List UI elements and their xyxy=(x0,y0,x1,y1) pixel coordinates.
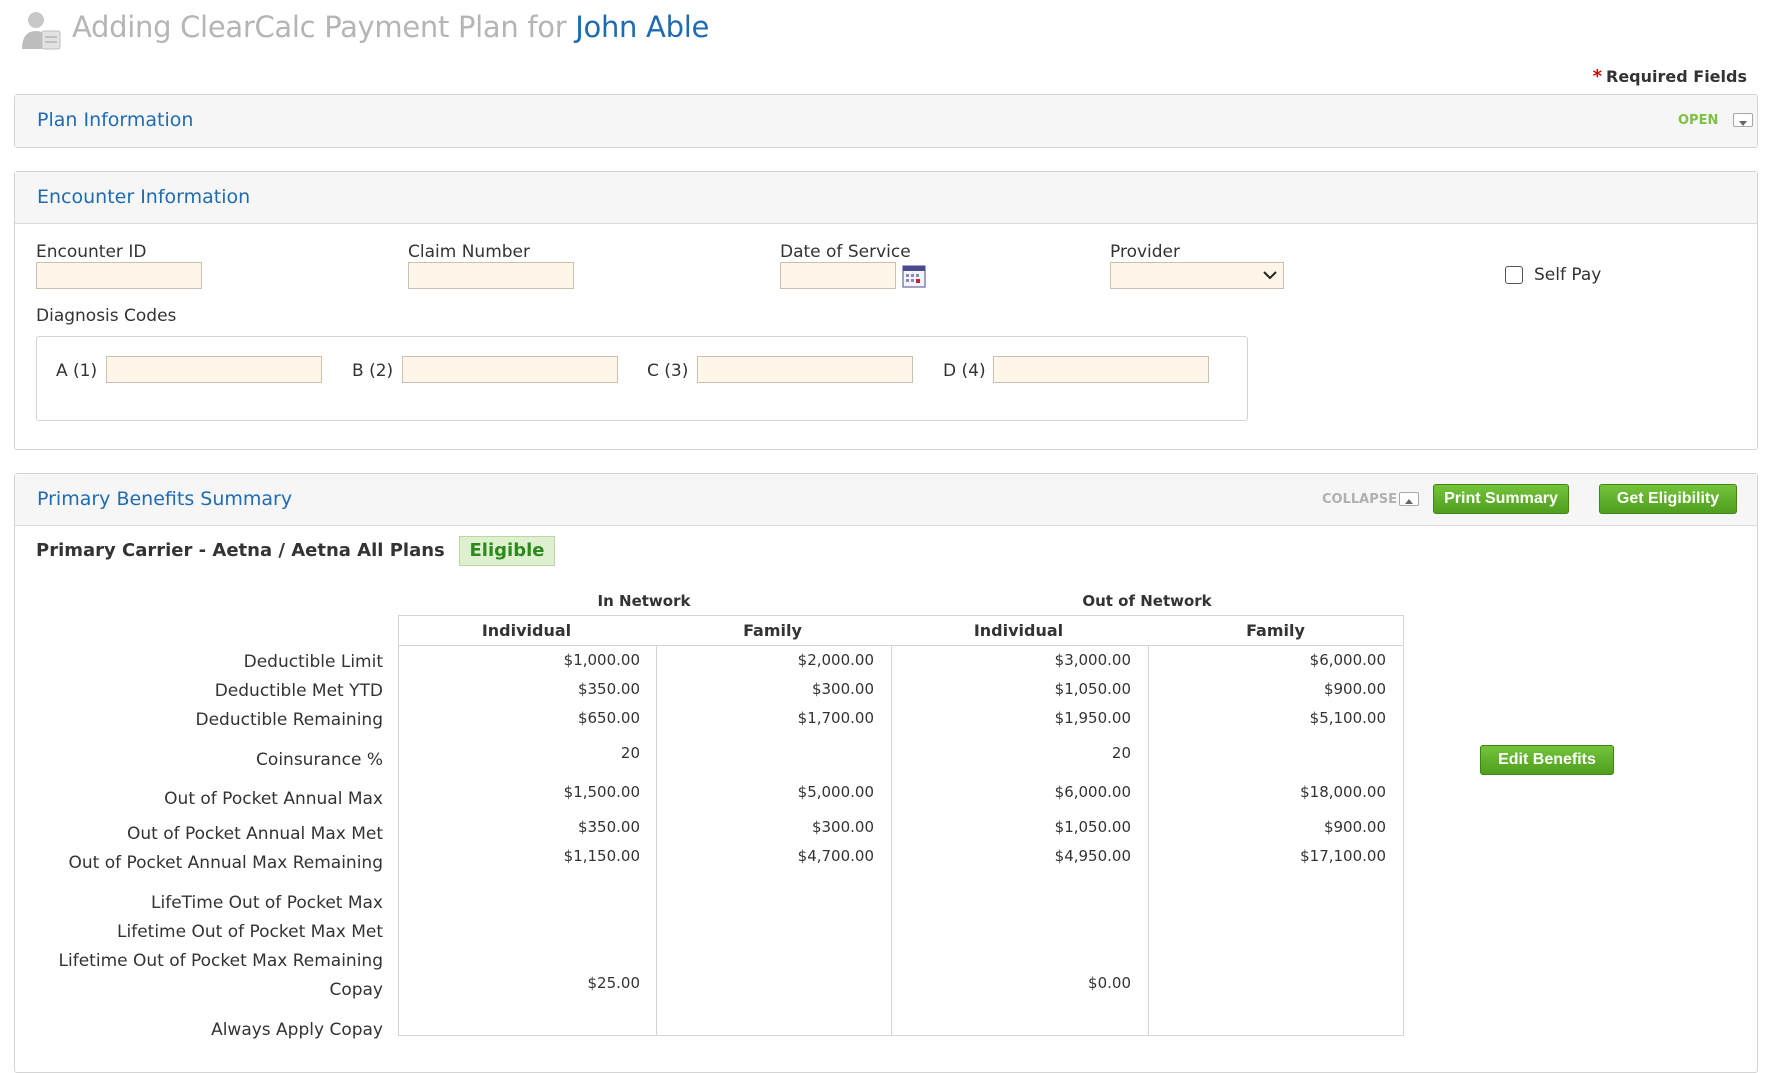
table-cell: 20 xyxy=(620,744,640,762)
chevron-down-icon xyxy=(1263,271,1277,280)
self-pay-checkbox[interactable] xyxy=(1505,266,1523,284)
expand-icon[interactable] xyxy=(1733,113,1753,127)
date-of-service-label: Date of Service xyxy=(780,242,911,262)
table-cell: $2,000.00 xyxy=(797,651,874,669)
table-cell: $1,950.00 xyxy=(1054,709,1131,727)
claim-number-input[interactable] xyxy=(408,262,574,289)
page-title-prefix: Adding ClearCalc Payment Plan for xyxy=(72,10,567,44)
row-label: Lifetime Out of Pocket Max Remaining xyxy=(58,951,383,971)
edit-benefits-button[interactable]: Edit Benefits xyxy=(1480,745,1614,775)
encounter-id-input[interactable] xyxy=(36,262,202,289)
plan-information-panel: Plan Information OPEN xyxy=(14,94,1758,148)
table-cell: $17,100.00 xyxy=(1300,847,1386,865)
diagnosis-a-input[interactable] xyxy=(106,356,322,383)
provider-select[interactable] xyxy=(1110,262,1284,289)
table-cell: $350.00 xyxy=(577,818,640,836)
get-eligibility-button[interactable]: Get Eligibility xyxy=(1599,484,1737,514)
encounter-information-panel: Encounter Information xyxy=(14,171,1758,450)
calendar-icon[interactable] xyxy=(902,264,926,288)
table-cell: $6,000.00 xyxy=(1054,783,1131,801)
table-cell: $650.00 xyxy=(577,709,640,727)
table-header-divider xyxy=(399,645,1403,646)
diagnosis-b-label: B (2) xyxy=(352,361,394,381)
diagnosis-c-input[interactable] xyxy=(697,356,913,383)
table-cell: 20 xyxy=(1111,744,1131,762)
encounter-information-header: Encounter Information xyxy=(15,172,1757,224)
table-cell: $4,950.00 xyxy=(1054,847,1131,865)
table-cell: $1,000.00 xyxy=(563,651,640,669)
row-label: Deductible Limit xyxy=(243,652,383,672)
print-summary-button[interactable]: Print Summary xyxy=(1433,484,1569,514)
date-of-service-input[interactable] xyxy=(780,262,896,289)
table-cell: $1,150.00 xyxy=(563,847,640,865)
col-in-network-family: Family xyxy=(743,621,802,640)
table-cell: $5,100.00 xyxy=(1309,709,1386,727)
table-cell: $1,050.00 xyxy=(1054,818,1131,836)
primary-benefits-header: Primary Benefits Summary COLLAPSE xyxy=(15,474,1757,526)
row-label: LifeTime Out of Pocket Max xyxy=(151,893,383,913)
row-label: Deductible Remaining xyxy=(195,710,384,730)
eligible-badge: Eligible xyxy=(459,536,555,566)
patient-icon xyxy=(20,9,64,51)
row-label: Copay xyxy=(329,980,383,1000)
table-cell: $300.00 xyxy=(811,818,874,836)
table-cell: $350.00 xyxy=(577,680,640,698)
table-cell: $3,000.00 xyxy=(1054,651,1131,669)
table-cell: $18,000.00 xyxy=(1300,783,1386,801)
table-cell: $1,500.00 xyxy=(563,783,640,801)
diagnosis-codes-box xyxy=(36,336,1248,421)
group-out-of-network: Out of Network xyxy=(1082,592,1212,610)
column-divider xyxy=(891,645,892,1035)
row-label: Out of Pocket Annual Max Met xyxy=(126,824,383,844)
primary-carrier: Primary Carrier - Aetna / Aetna All Plan… xyxy=(36,540,445,561)
benefits-table xyxy=(398,615,1404,1036)
row-label: Coinsurance % xyxy=(256,750,383,770)
table-cell: $900.00 xyxy=(1323,818,1386,836)
diagnosis-d-input[interactable] xyxy=(993,356,1209,383)
table-cell: $25.00 xyxy=(587,974,641,992)
encounter-information-title: Encounter Information xyxy=(37,186,251,208)
table-cell: $300.00 xyxy=(811,680,874,698)
required-fields-label: Required Fields xyxy=(1606,67,1747,86)
diagnosis-d-label: D (4) xyxy=(943,361,986,381)
required-star: * xyxy=(1592,66,1602,87)
diagnosis-a-label: A (1) xyxy=(56,361,98,381)
row-label: Lifetime Out of Pocket Max Met xyxy=(117,922,383,942)
table-cell: $5,000.00 xyxy=(797,783,874,801)
page-title: Adding ClearCalc Payment Plan for John A… xyxy=(72,10,709,44)
open-toggle[interactable]: OPEN xyxy=(1678,113,1719,128)
column-divider xyxy=(1148,645,1149,1035)
primary-benefits-title: Primary Benefits Summary xyxy=(37,488,293,510)
col-out-network-individual: Individual xyxy=(973,621,1064,640)
collapse-icon[interactable] xyxy=(1399,492,1419,506)
patient-name-link[interactable]: John Able xyxy=(575,10,710,44)
table-cell: $6,000.00 xyxy=(1309,651,1386,669)
claim-number-label: Claim Number xyxy=(408,242,530,262)
primary-benefits-panel: Primary Benefits Summary COLLAPSE xyxy=(14,473,1758,1073)
diagnosis-b-input[interactable] xyxy=(402,356,618,383)
plan-information-header[interactable]: Plan Information OPEN xyxy=(15,95,1757,147)
table-cell: $4,700.00 xyxy=(797,847,874,865)
self-pay-label: Self Pay xyxy=(1534,265,1602,285)
provider-label: Provider xyxy=(1110,242,1180,262)
row-label: Out of Pocket Annual Max xyxy=(164,789,383,809)
col-in-network-individual: Individual xyxy=(481,621,572,640)
table-cell: $1,050.00 xyxy=(1054,680,1131,698)
row-label: Out of Pocket Annual Max Remaining xyxy=(68,853,384,873)
col-out-network-family: Family xyxy=(1246,621,1305,640)
table-cell: $1,700.00 xyxy=(797,709,874,727)
diagnosis-c-label: C (3) xyxy=(647,361,689,381)
diagnosis-codes-label: Diagnosis Codes xyxy=(36,306,177,326)
encounter-id-label: Encounter ID xyxy=(36,242,147,262)
table-cell: $900.00 xyxy=(1323,680,1386,698)
column-divider xyxy=(656,645,657,1035)
table-cell: $0.00 xyxy=(1088,974,1131,992)
plan-information-title: Plan Information xyxy=(37,109,194,131)
row-label: Deductible Met YTD xyxy=(214,681,383,701)
row-label: Always Apply Copay xyxy=(211,1020,383,1040)
required-fields-note: * Required Fields xyxy=(1593,66,1747,87)
collapse-toggle[interactable]: COLLAPSE xyxy=(1322,492,1397,507)
group-in-network: In Network xyxy=(597,592,691,610)
